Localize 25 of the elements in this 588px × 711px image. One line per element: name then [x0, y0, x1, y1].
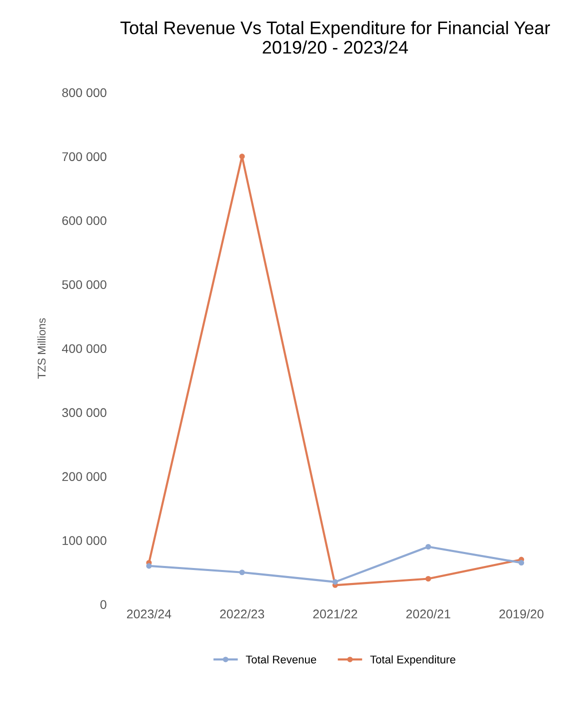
point: [518, 560, 524, 566]
legend-label: Total Revenue: [246, 655, 316, 664]
x-tick-label: 2020/21: [406, 609, 450, 618]
y-tick-label: 100 000: [62, 536, 106, 546]
x-tick-label: 2022/23: [220, 609, 264, 618]
chart-title: Total Revenue Vs Total Expenditure for Financial Year 2019/20 - 2023/24: [120, 21, 550, 54]
y-tick-label: 300 000: [62, 408, 106, 418]
point: [332, 579, 338, 585]
x-tick-label: 2019/20: [499, 609, 544, 618]
y-tick-label: 700 000: [62, 152, 106, 162]
point: [239, 154, 245, 160]
y-tick-label: 400 000: [62, 344, 106, 354]
point: [146, 563, 152, 569]
x-tick-label: 2021/22: [313, 609, 358, 618]
y-tick-label: 200 000: [62, 472, 106, 482]
y-tick-label: 600 000: [62, 216, 106, 226]
point: [239, 570, 245, 576]
x-tick-label: 2023/24: [127, 609, 172, 618]
y-tick-label: 0: [100, 600, 106, 609]
y-axis-title: TZS Millions: [37, 318, 46, 379]
y-tick-label: 500 000: [62, 280, 106, 290]
point: [425, 576, 432, 582]
y-tick-label: 800 000: [62, 88, 106, 98]
legend-label: Total Expenditure: [370, 655, 456, 666]
point: [425, 544, 432, 550]
